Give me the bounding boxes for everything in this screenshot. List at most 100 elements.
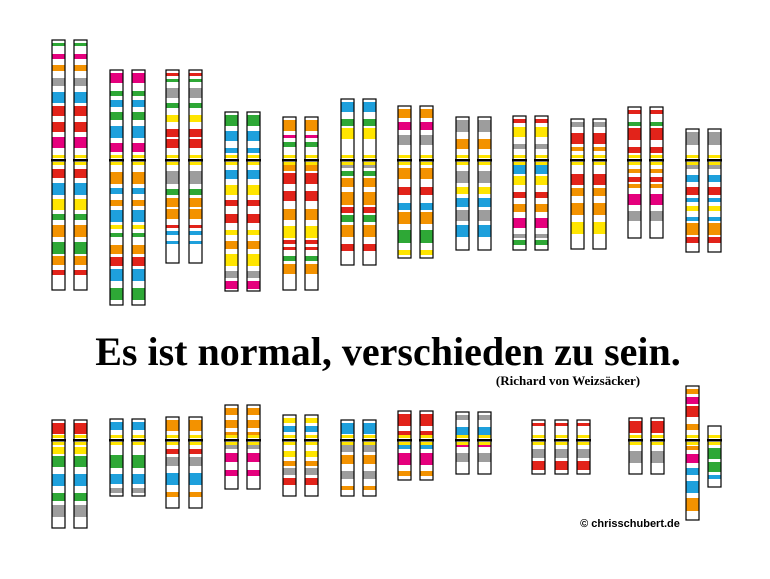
band: [225, 435, 238, 438]
chromosome-outline: [131, 69, 146, 306]
band: [132, 233, 145, 237]
band: [535, 162, 548, 165]
chromosome-outline: [627, 106, 642, 239]
band: [341, 171, 354, 176]
band: [247, 432, 260, 437]
band: [628, 110, 641, 114]
band: [247, 453, 260, 462]
band: [166, 420, 179, 431]
chromosome-outline: [570, 118, 585, 250]
band: [341, 119, 354, 126]
band: [456, 139, 469, 149]
centromere: [282, 159, 297, 162]
band: [189, 162, 202, 165]
band: [513, 240, 526, 245]
band: [189, 79, 202, 82]
band: [420, 471, 433, 476]
band: [363, 442, 376, 445]
band: [283, 226, 296, 238]
band: [52, 43, 65, 46]
band: [650, 194, 663, 205]
band: [132, 210, 145, 222]
band: [74, 169, 87, 178]
centromere: [570, 159, 585, 162]
band: [283, 135, 296, 138]
band: [189, 449, 202, 454]
band: [478, 162, 491, 165]
centromere: [282, 439, 297, 442]
chromosome-outline: [282, 116, 297, 291]
centromere: [576, 439, 591, 442]
band: [283, 164, 296, 171]
band: [535, 127, 548, 137]
band: [363, 471, 376, 479]
band: [225, 214, 238, 223]
band: [708, 442, 721, 445]
chromosome-outline: [188, 416, 203, 509]
chromosome-outline: [685, 385, 700, 521]
band: [629, 451, 642, 463]
band: [110, 488, 123, 493]
band: [247, 230, 260, 235]
band: [305, 264, 318, 274]
band: [398, 431, 411, 437]
band: [110, 422, 123, 430]
band: [305, 173, 318, 184]
band: [513, 204, 526, 212]
band: [363, 192, 376, 205]
band: [398, 442, 411, 445]
band: [110, 200, 123, 206]
band: [132, 73, 145, 83]
band: [166, 115, 179, 122]
band: [363, 171, 376, 176]
band: [363, 435, 376, 438]
centromere: [512, 159, 527, 162]
band: [363, 455, 376, 464]
band: [420, 230, 433, 243]
band: [132, 474, 145, 484]
band: [555, 461, 568, 470]
band: [166, 189, 179, 195]
chromosome-outline: [362, 98, 377, 266]
band: [110, 245, 123, 254]
centromere: [224, 159, 239, 162]
band: [74, 137, 87, 148]
band: [628, 211, 641, 221]
band: [478, 442, 491, 445]
band: [110, 257, 123, 266]
band: [513, 218, 526, 228]
band: [52, 199, 65, 210]
band: [132, 91, 145, 96]
band: [650, 162, 663, 165]
band: [341, 164, 354, 168]
band: [341, 486, 354, 490]
band: [74, 155, 87, 158]
band: [456, 171, 469, 183]
band: [110, 225, 123, 229]
band: [247, 443, 260, 449]
band: [52, 435, 65, 438]
band: [283, 120, 296, 131]
band: [247, 281, 260, 289]
band: [593, 174, 606, 185]
band: [225, 162, 238, 165]
band: [535, 165, 548, 174]
band: [305, 191, 318, 201]
band: [247, 214, 260, 223]
band: [478, 187, 491, 194]
band: [189, 139, 202, 148]
band: [305, 155, 318, 158]
chromosome-outline: [592, 118, 607, 250]
band: [247, 115, 260, 126]
band: [189, 189, 202, 195]
band: [225, 170, 238, 179]
band: [247, 470, 260, 476]
attribution: (Richard von Weizsäcker): [496, 373, 640, 388]
centromere: [188, 439, 203, 442]
band: [571, 133, 584, 144]
band: [650, 169, 663, 173]
band: [74, 270, 87, 275]
band: [132, 200, 145, 206]
chromosome-outline: [188, 69, 203, 264]
band: [74, 162, 87, 165]
